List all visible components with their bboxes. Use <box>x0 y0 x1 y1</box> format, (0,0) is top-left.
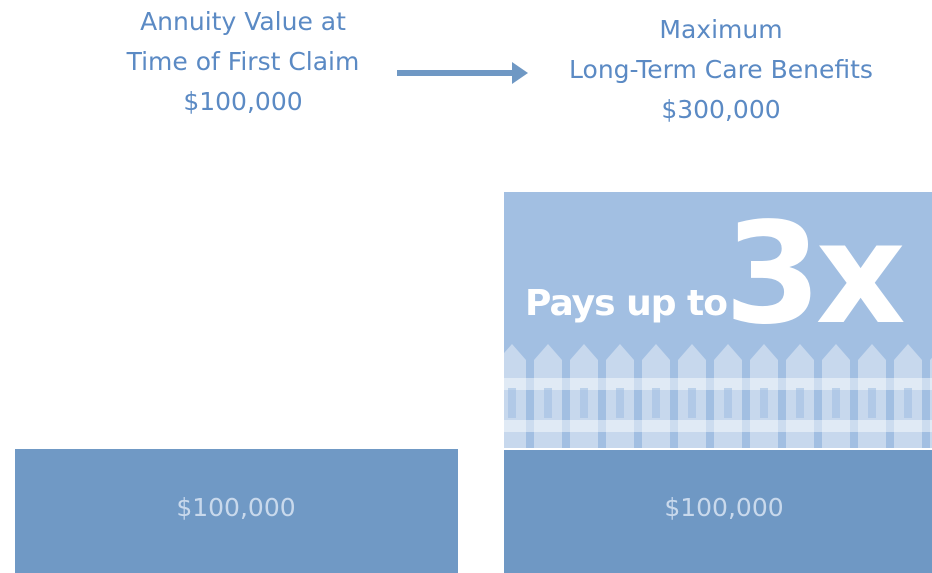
fence-part <box>508 388 516 418</box>
right-bar-label: $100,000 <box>664 493 783 522</box>
fence-part <box>580 388 588 418</box>
right-header-line: Long-Term Care Benefits <box>569 55 873 84</box>
left-header-line: Time of First Claim <box>126 47 360 76</box>
fence-part <box>760 388 768 418</box>
multiplier: 3x <box>724 193 904 356</box>
arrow <box>397 62 528 84</box>
tagline: Pays up to <box>525 283 727 324</box>
fence-part <box>616 388 624 418</box>
fence-part <box>688 388 696 418</box>
fence-part <box>724 388 732 418</box>
fence-part <box>544 388 552 418</box>
fence-part <box>796 388 804 418</box>
right-header-value: $300,000 <box>661 95 780 124</box>
left-header-line: Annuity Value at <box>140 7 346 36</box>
infographic: Annuity Value at Time of First Claim $10… <box>0 0 932 573</box>
left-bar-label: $100,000 <box>176 493 295 522</box>
fence-part <box>832 388 840 418</box>
right-header-line: Maximum <box>659 15 782 44</box>
left-header-value: $100,000 <box>183 87 302 116</box>
fence-part <box>904 388 912 418</box>
fence-part <box>868 388 876 418</box>
fence-part <box>652 388 660 418</box>
